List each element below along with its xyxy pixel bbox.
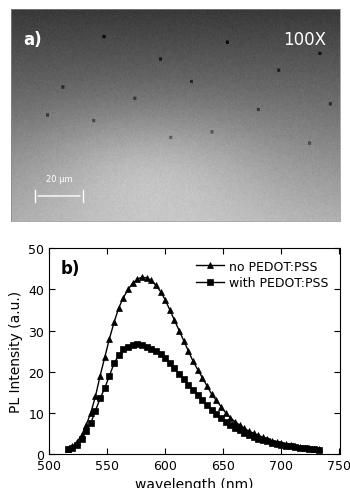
Line: with PEDOT:PSS: with PEDOT:PSS: [65, 341, 321, 452]
no PEDOT:PSS: [316, 447, 321, 452]
X-axis label: wavelength (nm): wavelength (nm): [135, 477, 253, 488]
no PEDOT:PSS: [140, 275, 144, 281]
no PEDOT:PSS: [293, 443, 298, 449]
no PEDOT:PSS: [163, 297, 167, 303]
no PEDOT:PSS: [126, 287, 130, 293]
with PEDOT:PSS: [65, 447, 70, 452]
with PEDOT:PSS: [293, 445, 298, 450]
with PEDOT:PSS: [312, 447, 316, 452]
Legend: no PEDOT:PSS, with PEDOT:PSS: no PEDOT:PSS, with PEDOT:PSS: [191, 255, 333, 295]
with PEDOT:PSS: [126, 345, 130, 350]
no PEDOT:PSS: [65, 446, 70, 452]
no PEDOT:PSS: [312, 446, 316, 452]
Line: no PEDOT:PSS: no PEDOT:PSS: [65, 275, 321, 452]
with PEDOT:PSS: [93, 408, 98, 414]
with PEDOT:PSS: [135, 341, 139, 347]
with PEDOT:PSS: [112, 361, 116, 366]
Text: 20 μm: 20 μm: [46, 175, 72, 184]
with PEDOT:PSS: [316, 447, 321, 453]
Y-axis label: PL Intensity (a.u.): PL Intensity (a.u.): [9, 290, 23, 412]
with PEDOT:PSS: [163, 356, 167, 362]
no PEDOT:PSS: [112, 320, 116, 325]
no PEDOT:PSS: [93, 393, 98, 399]
Text: a): a): [24, 31, 42, 49]
Text: b): b): [61, 259, 80, 277]
Text: 100X: 100X: [284, 31, 326, 49]
